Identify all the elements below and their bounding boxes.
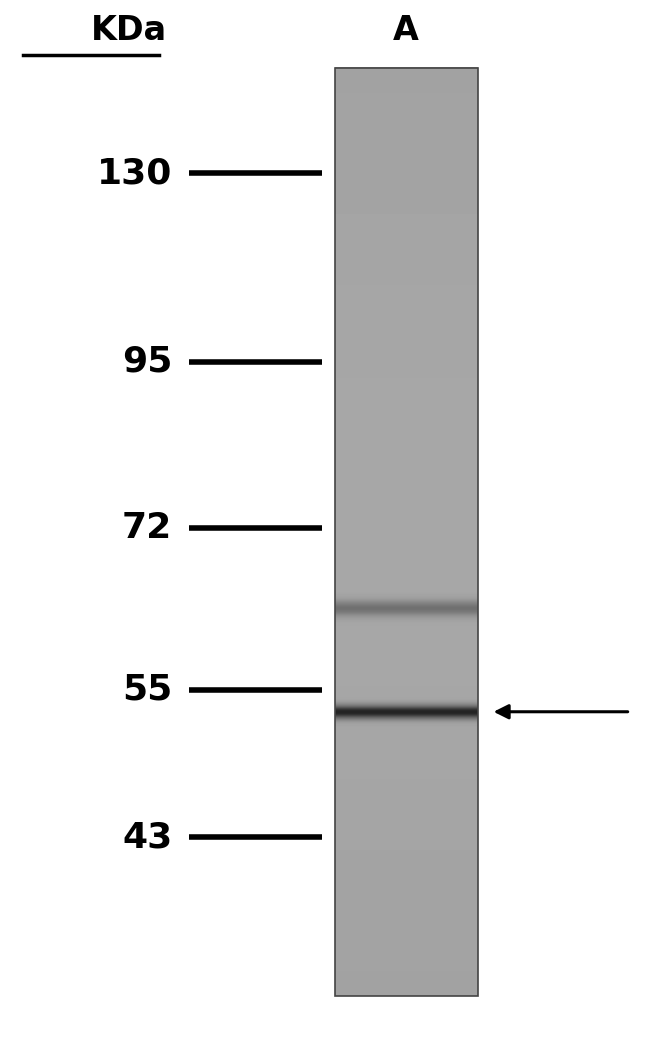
Text: 55: 55 <box>122 673 172 706</box>
Text: 72: 72 <box>122 511 172 544</box>
Text: 130: 130 <box>97 156 172 190</box>
Text: 43: 43 <box>122 820 172 854</box>
Bar <box>335 68 478 996</box>
Text: KDa: KDa <box>91 14 167 47</box>
Text: A: A <box>393 14 419 47</box>
Text: 95: 95 <box>122 344 172 379</box>
